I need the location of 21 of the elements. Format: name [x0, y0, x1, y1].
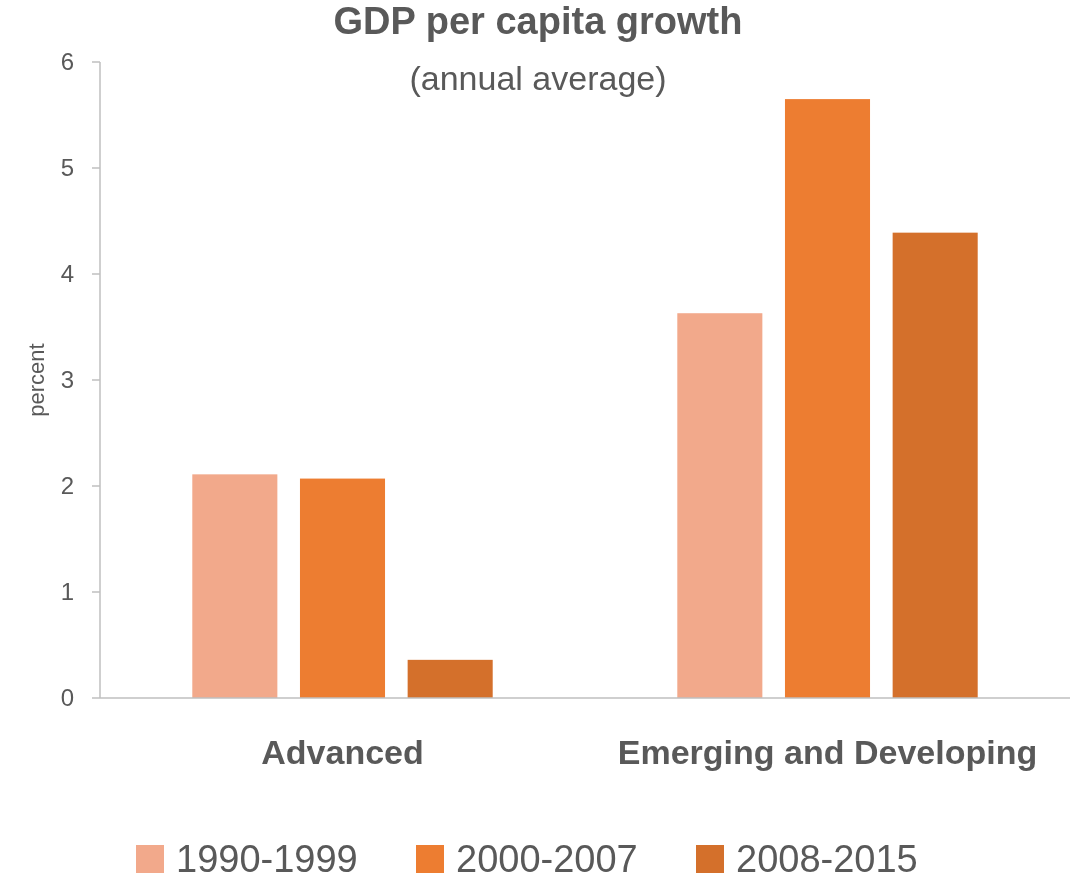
y-tick-label: 3 [60, 366, 74, 394]
y-axis-title: percent [24, 343, 49, 417]
legend-label: 2008-2015 [736, 838, 918, 877]
bar [677, 313, 763, 698]
x-tick-label: Emerging and Developing [617, 733, 1038, 771]
chart-subtitle: (annual average) [409, 59, 667, 97]
y-tick-label: 1 [60, 578, 74, 606]
bar [407, 659, 493, 698]
legend-label: 1990-1999 [176, 838, 358, 877]
y-tick-label: 6 [60, 48, 74, 76]
chart-title: GDP per capita growth [333, 0, 743, 42]
y-tick-label: 2 [60, 472, 74, 500]
bar [892, 232, 978, 698]
y-tick-label: 0 [60, 684, 74, 712]
legend-label: 2000-2007 [456, 838, 638, 877]
y-tick-label: 5 [60, 154, 74, 182]
bar [192, 474, 278, 698]
x-tick-label: Advanced [261, 733, 424, 771]
y-tick-label: 4 [60, 260, 74, 288]
bar [299, 478, 386, 698]
bar [784, 99, 871, 698]
